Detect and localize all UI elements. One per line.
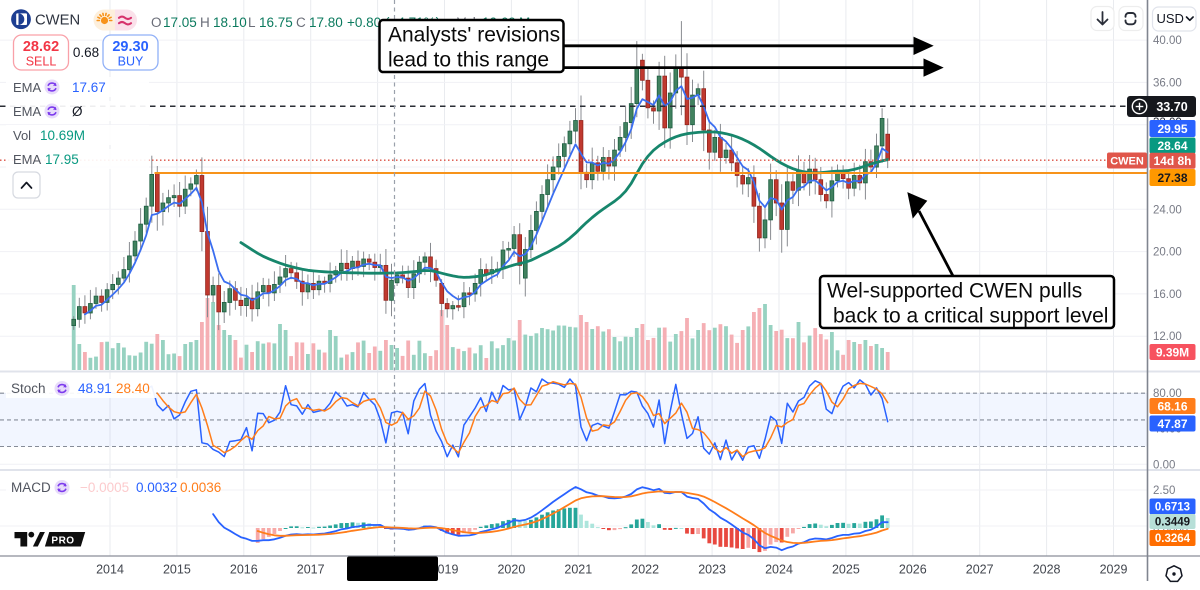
- svg-text:−0.0005: −0.0005: [80, 480, 129, 495]
- svg-text:CWEN: CWEN: [35, 13, 80, 29]
- svg-text:Vol: Vol: [13, 128, 31, 143]
- svg-text:18.10: 18.10: [213, 15, 247, 30]
- svg-text:EMA: EMA: [13, 104, 42, 119]
- svg-text:MACD: MACD: [11, 480, 51, 495]
- svg-text:2020: 2020: [497, 563, 525, 577]
- svg-text:17.05: 17.05: [163, 15, 197, 30]
- svg-text:2024: 2024: [765, 563, 793, 577]
- svg-text:2022: 2022: [631, 563, 659, 577]
- svg-text:20.00: 20.00: [1153, 247, 1182, 259]
- svg-text:back to a critical support lev: back to a critical support level: [833, 305, 1108, 328]
- svg-text:28.62: 28.62: [23, 39, 59, 55]
- svg-text:Wel-supported CWEN pulls: Wel-supported CWEN pulls: [827, 280, 1082, 303]
- svg-text:68.16: 68.16: [1157, 399, 1187, 413]
- svg-text:14d 8h: 14d 8h: [1153, 154, 1191, 168]
- svg-text:2023: 2023: [698, 563, 726, 577]
- svg-text:48.91: 48.91: [78, 381, 112, 396]
- svg-text:36.00: 36.00: [1153, 77, 1182, 89]
- svg-text:17.95: 17.95: [45, 152, 79, 167]
- svg-text:2.50: 2.50: [1153, 485, 1175, 497]
- svg-text:Analysts' revisions: Analysts' revisions: [388, 24, 560, 47]
- svg-text:2015: 2015: [163, 563, 191, 577]
- svg-text:EMA: EMA: [13, 80, 42, 95]
- svg-text:2014: 2014: [96, 563, 124, 577]
- svg-text:0.68: 0.68: [73, 45, 99, 60]
- svg-text:0.0032: 0.0032: [136, 480, 177, 495]
- svg-text:27.38: 27.38: [1157, 171, 1187, 185]
- svg-text:2025: 2025: [832, 563, 860, 577]
- svg-text:0.3449: 0.3449: [1155, 517, 1190, 529]
- svg-text:47.87: 47.87: [1157, 417, 1187, 431]
- svg-text:EMA: EMA: [13, 152, 42, 167]
- svg-text:SELL: SELL: [26, 55, 57, 69]
- svg-text:Stoch: Stoch: [11, 381, 46, 396]
- svg-text:2029: 2029: [1100, 563, 1128, 577]
- svg-text:29.95: 29.95: [1157, 122, 1187, 136]
- svg-text:PRO: PRO: [51, 536, 74, 547]
- svg-text:0.3264: 0.3264: [1155, 533, 1191, 545]
- svg-text:80.00: 80.00: [1153, 388, 1182, 400]
- svg-text:USD: USD: [1157, 11, 1184, 26]
- svg-text:40.00: 40.00: [1153, 35, 1182, 47]
- svg-text:2026: 2026: [899, 563, 927, 577]
- svg-text:H: H: [200, 15, 210, 30]
- svg-text:33.70: 33.70: [1156, 100, 1187, 114]
- svg-text:C: C: [296, 15, 306, 30]
- svg-text:BUY: BUY: [118, 55, 144, 69]
- svg-text:2016: 2016: [230, 563, 258, 577]
- svg-text:lead to this range: lead to this range: [388, 49, 549, 72]
- svg-text:16.00: 16.00: [1153, 289, 1182, 301]
- svg-text:17.67: 17.67: [72, 80, 106, 95]
- svg-text:O: O: [151, 15, 162, 30]
- svg-text:29.30: 29.30: [112, 39, 148, 55]
- svg-text:28.40: 28.40: [116, 381, 150, 396]
- svg-text:0.6713: 0.6713: [1155, 502, 1190, 514]
- svg-text:+0.80: +0.80: [347, 15, 381, 30]
- svg-text:2017: 2017: [297, 563, 325, 577]
- svg-text:2021: 2021: [564, 563, 592, 577]
- svg-text:L: L: [248, 15, 256, 30]
- svg-text:CWEN: CWEN: [1110, 156, 1144, 168]
- svg-text:0.00: 0.00: [1153, 459, 1175, 471]
- svg-text:0.0036: 0.0036: [180, 480, 221, 495]
- svg-text:12.00: 12.00: [1153, 331, 1182, 343]
- svg-text:10.69M: 10.69M: [40, 128, 85, 143]
- svg-text:28.64: 28.64: [1157, 139, 1187, 153]
- svg-text:17.80: 17.80: [309, 15, 343, 30]
- svg-text:Ø: Ø: [72, 104, 83, 119]
- svg-text:9.39M: 9.39M: [1156, 345, 1189, 359]
- svg-text:24.00: 24.00: [1153, 204, 1182, 216]
- svg-text:2027: 2027: [966, 563, 994, 577]
- svg-text:2028: 2028: [1033, 563, 1061, 577]
- svg-text:16.75: 16.75: [259, 15, 293, 30]
